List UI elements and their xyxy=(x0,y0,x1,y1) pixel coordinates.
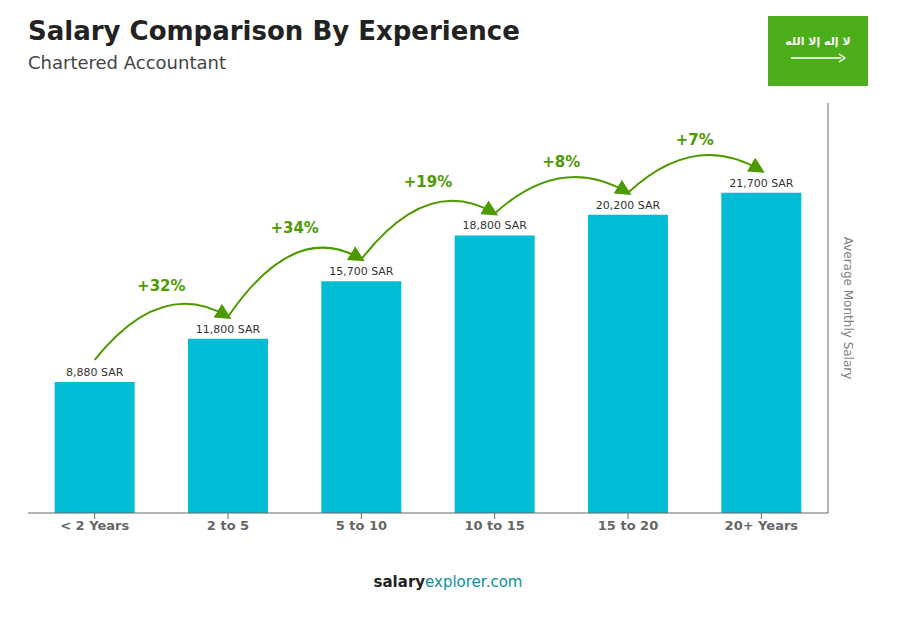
html-text:Chartered Accountant: Chartered Accountant xyxy=(28,52,226,73)
svg-text:+32%: +32% xyxy=(137,277,185,295)
html-text:Salary Comparison By Experienc: Salary Comparison By Experience xyxy=(28,16,520,46)
svg-text:8,880 SAR: 8,880 SAR xyxy=(66,366,124,379)
svg-text:15 to 20: 15 to 20 xyxy=(598,518,658,533)
svg-text:15,700 SAR: 15,700 SAR xyxy=(329,265,394,278)
svg-text:20+ Years: 20+ Years xyxy=(725,518,799,533)
html-text:لا إله إلا الله: لا إله إلا الله xyxy=(785,34,851,48)
svg-text:2 to 5: 2 to 5 xyxy=(207,518,249,533)
svg-text:+7%: +7% xyxy=(676,131,714,149)
svg-text:+8%: +8% xyxy=(542,153,580,171)
svg-text:+34%: +34% xyxy=(270,219,318,237)
svg-text:Average Monthly Salary: Average Monthly Salary xyxy=(841,237,855,380)
html-text:salary explorer.com: salary explorer.com xyxy=(373,573,523,591)
svg-text:11,800 SAR: 11,800 SAR xyxy=(196,323,261,336)
svg-text:20,200 SAR: 20,200 SAR xyxy=(596,199,661,212)
svg-text:< 2 Years: < 2 Years xyxy=(60,518,129,533)
svg-text:21,700 SAR: 21,700 SAR xyxy=(729,177,794,190)
svg-text:5 to 10: 5 to 10 xyxy=(336,518,387,533)
svg-text:+19%: +19% xyxy=(404,173,452,191)
svg-text:10 to 15: 10 to 15 xyxy=(464,518,524,533)
svg-text:18,800 SAR: 18,800 SAR xyxy=(462,219,527,232)
